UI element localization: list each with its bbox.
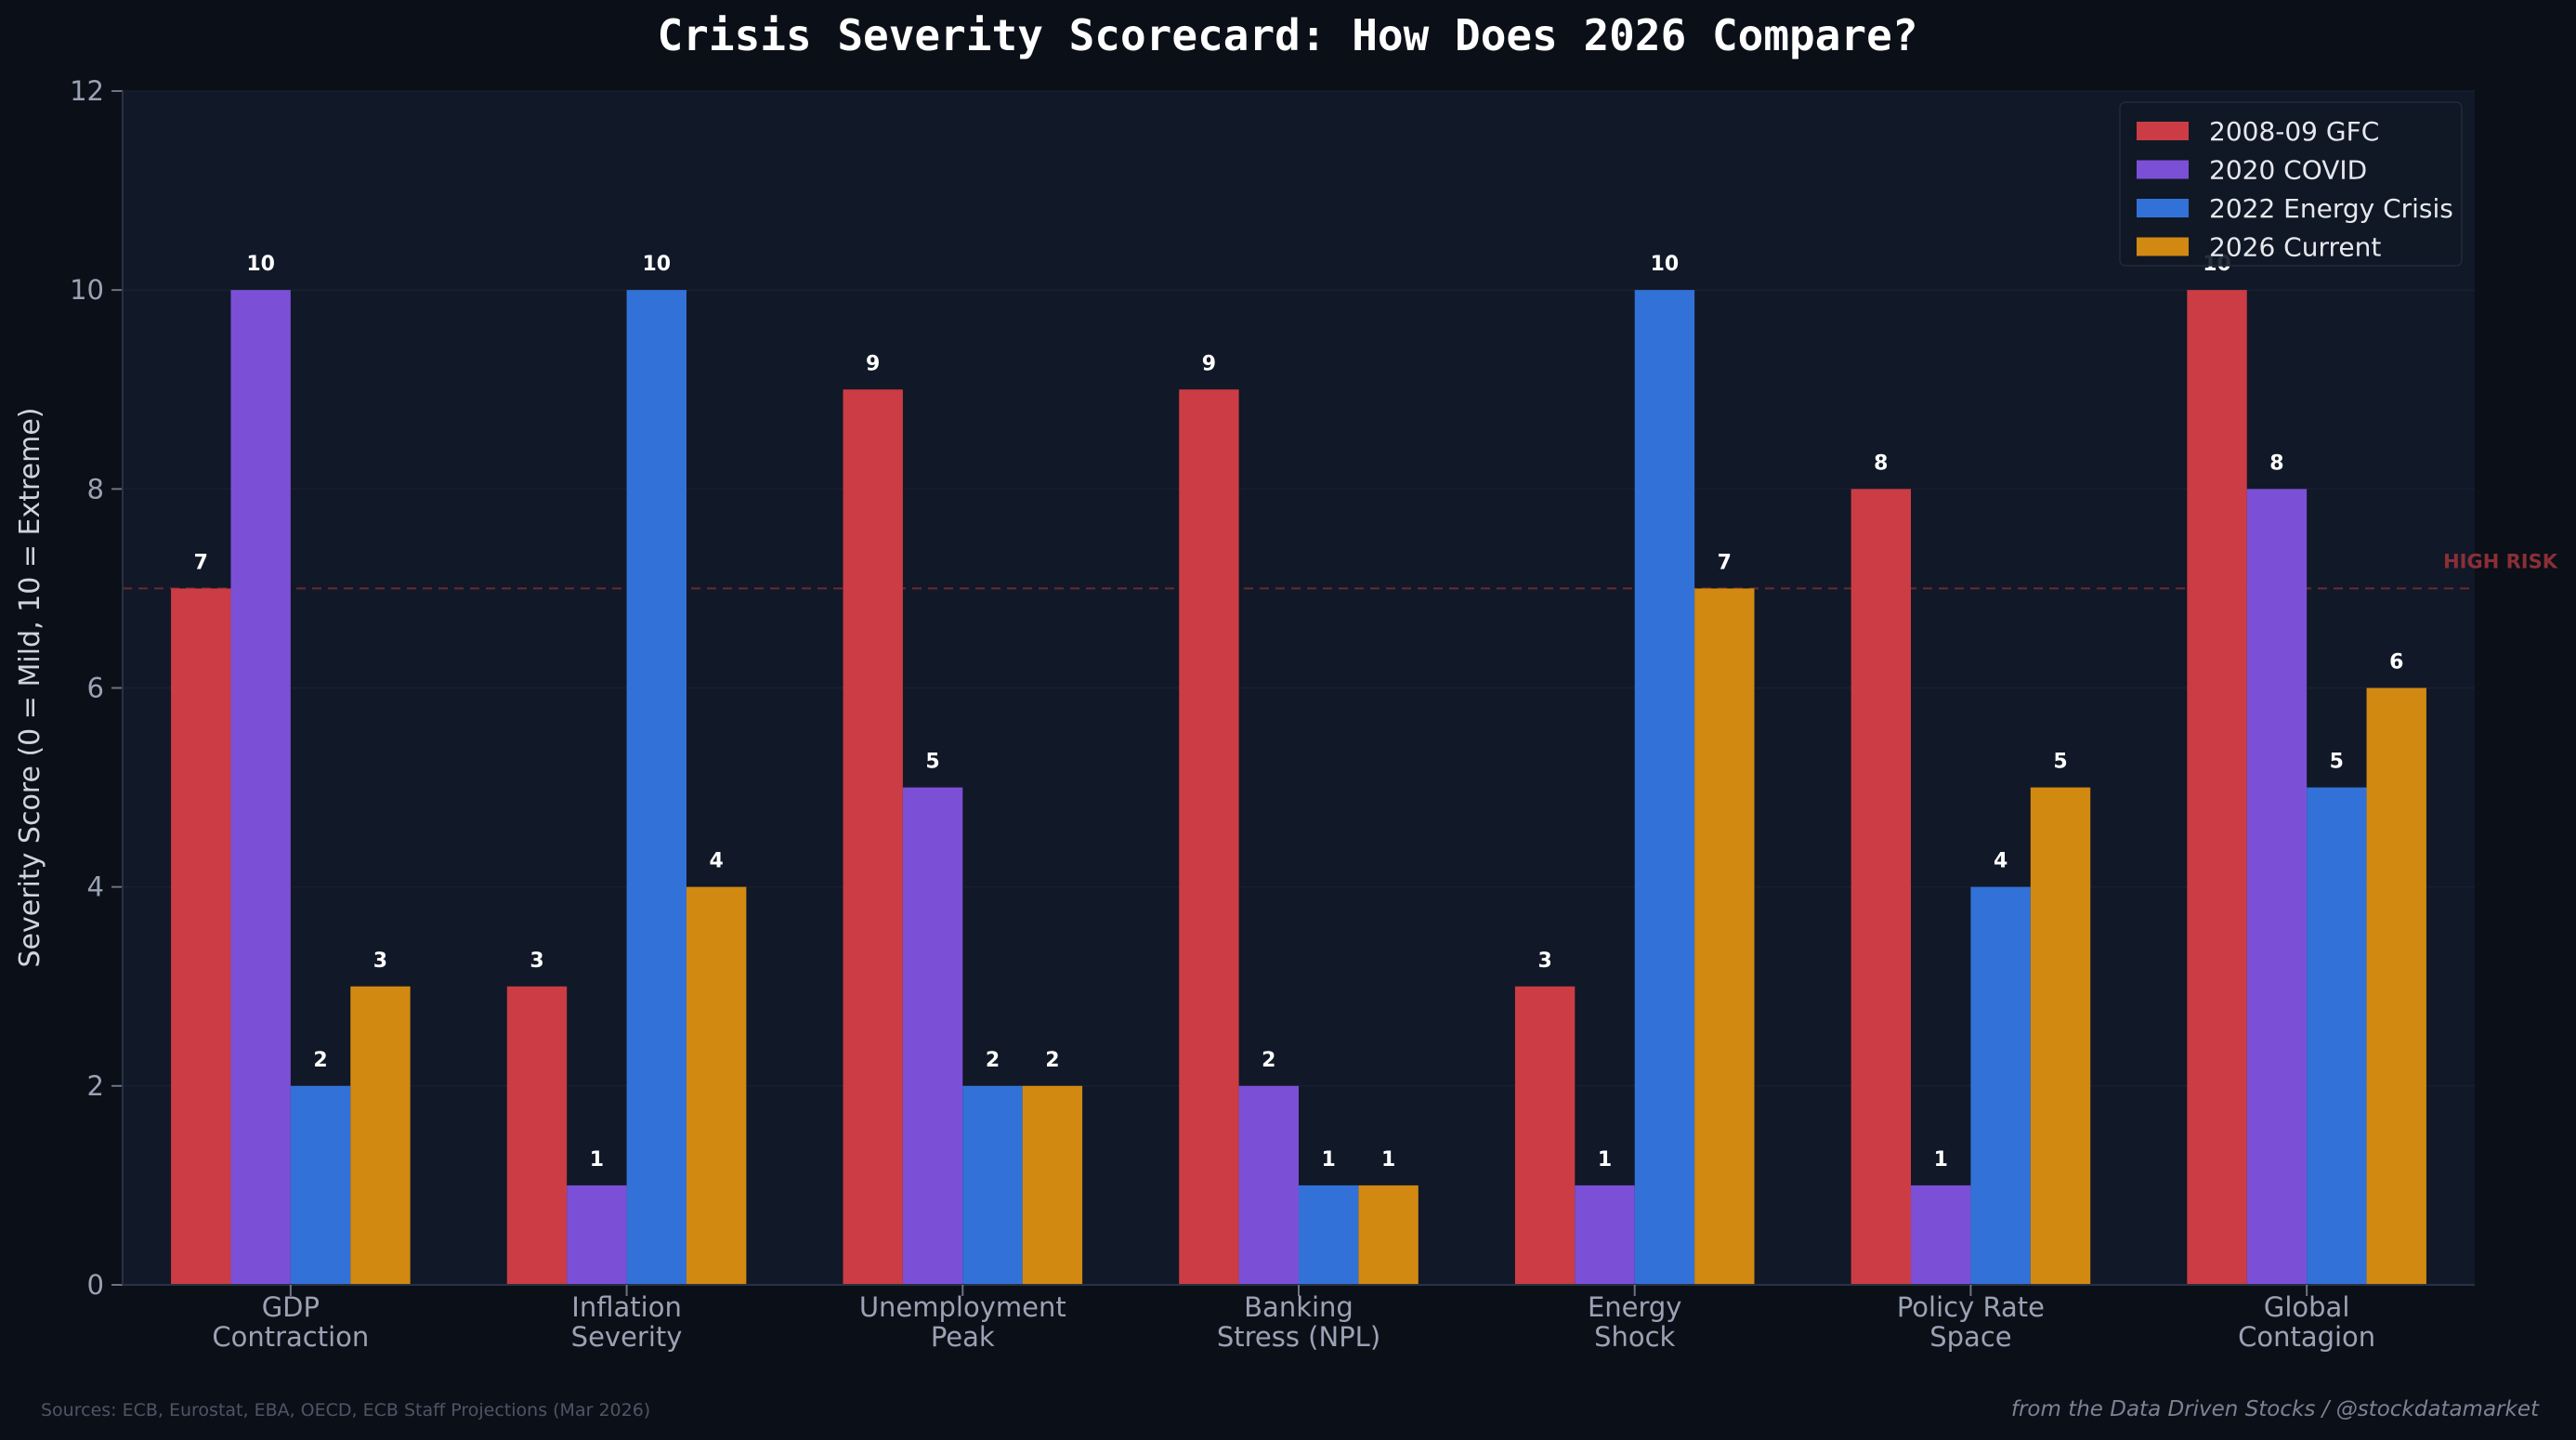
bar (1850, 489, 1912, 1285)
legend-swatch (2137, 237, 2189, 256)
x-category-label: Energy (1588, 1291, 1682, 1323)
legend-label: 2020 COVID (2209, 155, 2367, 186)
bar-value-label: 9 (1202, 352, 1216, 375)
bar-value-label: 7 (1718, 551, 1732, 574)
y-tick-label: 8 (87, 473, 104, 504)
bar-value-label: 4 (710, 850, 724, 873)
bar-value-label: 10 (642, 253, 671, 276)
bar (1575, 1185, 1635, 1285)
legend-label: 2026 Current (2209, 232, 2381, 263)
legend-swatch (2137, 122, 2189, 140)
bar-value-label: 4 (1994, 850, 2007, 873)
bar (962, 1085, 1023, 1285)
legend-label: 2022 Energy Crisis (2209, 193, 2453, 224)
bar (843, 389, 903, 1285)
y-axis-label: Severity Score (0 = Mild, 10 = Extreme) (14, 407, 46, 967)
bar-value-label: 8 (2269, 452, 2283, 475)
bar-value-label: 2 (986, 1049, 1000, 1072)
x-category-label: Severity (571, 1321, 683, 1353)
chart-title: Crisis Severity Scorecard: How Does 2026… (657, 10, 1917, 60)
y-tick-label: 6 (87, 673, 104, 704)
bar-value-label: 1 (1934, 1148, 1948, 1172)
bar-value-label: 2 (1262, 1049, 1275, 1072)
y-tick-label: 0 (87, 1269, 104, 1301)
legend: 2008-09 GFC 2020 COVID 2022 Energy Crisis 2… (2119, 101, 2463, 267)
bar-value-label: 2 (1045, 1049, 1059, 1072)
legend-swatch (2137, 199, 2189, 217)
y-tick-label: 2 (87, 1070, 104, 1102)
x-category-label: Global (2264, 1291, 2350, 1323)
x-category-label: Policy Rate (1897, 1291, 2045, 1323)
x-category-label: Contraction (212, 1321, 369, 1353)
bar (171, 588, 231, 1285)
bar (2187, 290, 2247, 1286)
y-tick-label: 10 (70, 274, 104, 306)
bar-value-label: 1 (1598, 1148, 1612, 1172)
x-category-label: Contagion (2238, 1321, 2375, 1353)
bar (1179, 389, 1239, 1285)
bar (1358, 1185, 1419, 1285)
x-category-label: Unemployment (859, 1291, 1066, 1323)
bar (1911, 1185, 1971, 1285)
bar-value-label: 3 (1537, 949, 1551, 973)
bar-value-label: 6 (2389, 651, 2403, 674)
x-category-label: Banking (1244, 1291, 1353, 1323)
bar (1238, 1085, 1299, 1285)
x-category-label: Peak (931, 1321, 995, 1353)
legend-label: 2008-09 GFC (2209, 116, 2379, 147)
bar-value-label: 1 (590, 1148, 604, 1172)
bar-value-label: 3 (373, 949, 387, 973)
legend-box (2119, 101, 2463, 267)
bar (1634, 290, 1695, 1286)
x-category-label: GDP (262, 1291, 320, 1323)
bar-value-label: 5 (2330, 751, 2344, 774)
bar (567, 1185, 627, 1285)
bar (1514, 986, 1576, 1285)
bar (2030, 787, 2091, 1285)
bar (350, 986, 411, 1285)
bar (902, 787, 963, 1285)
bar-value-label: 5 (925, 751, 939, 774)
y-tick-label: 12 (70, 75, 104, 107)
bar (2246, 489, 2308, 1285)
bar-value-label: 2 (313, 1049, 327, 1072)
bar-value-label: 7 (194, 551, 208, 574)
bar (1970, 886, 2031, 1285)
bar (1022, 1085, 1083, 1285)
source-note: Sources: ECB, Eurostat, EBA, OECD, ECB S… (41, 1400, 650, 1420)
bar-value-label: 10 (246, 253, 275, 276)
bar (686, 886, 747, 1285)
bar-value-label: 1 (1381, 1148, 1395, 1172)
bar (2366, 687, 2426, 1285)
bar (1299, 1185, 1359, 1285)
legend-swatch (2137, 160, 2189, 179)
y-tick-label: 4 (87, 871, 104, 903)
bar-value-label: 3 (530, 949, 543, 973)
bar-value-label: 5 (2053, 751, 2067, 774)
bar (506, 986, 568, 1285)
x-category-label: Inflation (571, 1291, 682, 1323)
bar (626, 290, 686, 1286)
x-category-label: Shock (1594, 1321, 1675, 1353)
bar (1694, 588, 1755, 1285)
bar-value-label: 1 (1322, 1148, 1336, 1172)
bar (230, 290, 291, 1286)
bar (2307, 787, 2367, 1285)
bar-value-label: 10 (1651, 253, 1680, 276)
x-category-label: Stress (NPL) (1217, 1321, 1380, 1353)
bar-value-label: 8 (1874, 452, 1888, 475)
bar (290, 1085, 351, 1285)
credit-note: from the Data Driven Stocks / @stockdata… (2011, 1397, 2540, 1421)
x-category-label: Space (1929, 1321, 2011, 1353)
bar-value-label: 9 (866, 352, 880, 375)
high-risk-label: HIGH RISK (2443, 550, 2558, 572)
